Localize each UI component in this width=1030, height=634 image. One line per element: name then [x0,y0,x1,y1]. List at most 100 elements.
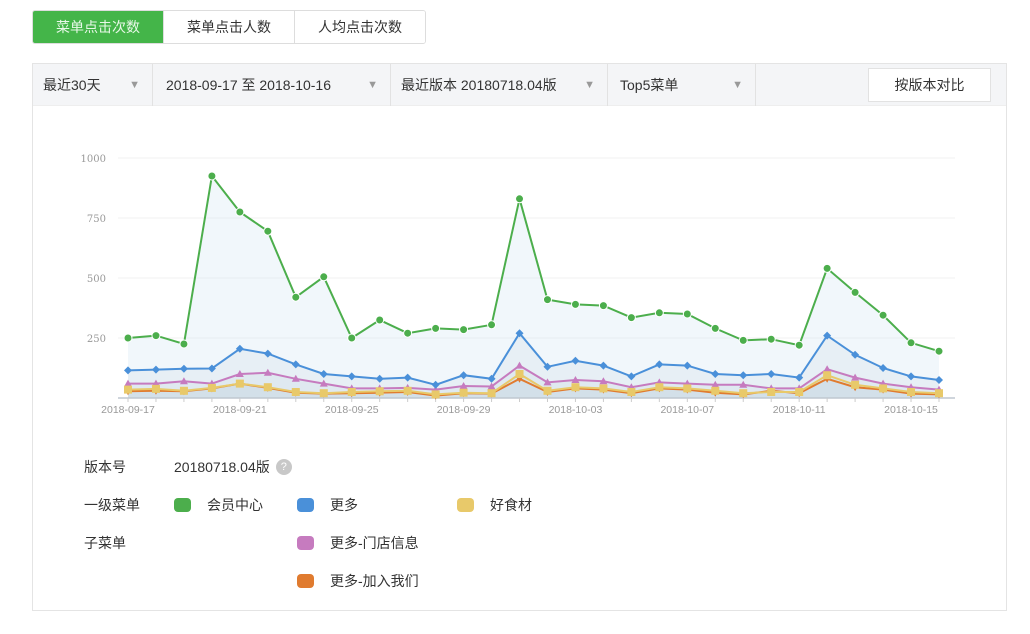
legend-label-good-ingredients[interactable]: 好食材 [490,497,532,513]
data-point-0 [515,194,525,204]
data-point-2 [543,386,552,395]
legend-label-more[interactable]: 更多 [330,497,358,513]
data-point-0 [766,334,776,344]
data-point-0 [347,333,357,343]
data-point-0 [459,325,469,335]
data-point-2 [319,389,328,398]
tab-click-users[interactable]: 菜单点击人数 [163,11,294,43]
legend-label-store-info[interactable]: 更多-门店信息 [330,535,419,551]
y-tick-label: 1000 [81,154,106,165]
data-point-2 [263,383,272,392]
chevron-down-icon: ▼ [584,78,595,91]
data-point-1 [907,372,916,381]
version-value: 20180718.04版 [174,459,270,475]
data-point-3 [711,380,720,388]
data-point-0 [682,309,692,319]
x-tick-label: 2018-09-17 [101,404,155,416]
x-tick-label: 2018-10-15 [884,404,938,416]
chevron-down-icon: ▼ [367,78,378,91]
data-point-0 [487,320,497,330]
data-point-2 [711,386,720,395]
data-point-1 [487,374,496,383]
legend-swatch-join-us[interactable] [297,574,314,588]
tab-avg-clicks[interactable]: 人均点击次数 [294,11,425,43]
data-point-3 [151,379,160,387]
data-point-1 [823,331,832,340]
range-select[interactable]: 最近30天 ▼ [33,63,153,106]
data-point-1 [375,374,384,383]
data-point-2 [375,387,384,396]
data-point-0 [542,295,552,305]
legend-swatch-more[interactable] [297,498,314,512]
data-point-1 [263,349,272,358]
data-point-2 [823,371,832,380]
help-icon[interactable]: ? [275,459,292,475]
compare-by-version-button[interactable]: 按版本对比 [868,67,991,102]
data-point-2 [879,384,888,393]
data-point-3 [599,377,608,385]
data-point-2 [459,388,468,397]
data-point-0 [235,207,245,217]
legend-swatch-store-info[interactable] [297,536,314,550]
data-point-2 [627,388,636,396]
data-point-2 [124,385,132,394]
data-point-1 [543,362,552,371]
data-point-1 [151,365,160,374]
legend-submenu-row-2: 更多-加入我们 [84,569,984,593]
area-fill-0 [128,176,939,398]
date-range-select[interactable]: 2018-09-17 至 2018-10-16 ▼ [153,63,391,106]
menu-select[interactable]: Top5菜单 ▼ [608,63,756,106]
legend-level1-row: 一级菜单 会员中心 更多 好食材 [84,493,984,517]
data-point-1 [403,373,412,382]
chevron-down-icon: ▼ [732,78,743,91]
area-fill-1 [128,333,939,398]
data-point-1 [431,380,440,389]
data-point-2 [151,384,160,393]
legend-label-member-center[interactable]: 会员中心 [207,497,263,513]
data-point-0 [319,272,329,282]
data-point-2 [767,388,776,396]
data-point-1 [627,372,636,381]
data-point-2 [291,388,300,396]
line-chart: 250 500 750 1000 2018-09-17 2018-09-21 2018-09… [81,154,955,416]
data-point-0 [151,331,161,341]
series-line-3 [128,364,940,391]
legend-label-join-us[interactable]: 更多-加入我们 [330,573,419,589]
data-point-0 [263,226,273,236]
legend-item-store-info[interactable]: 更多-门店信息 [297,533,419,553]
data-point-1 [179,364,188,373]
x-tick-label: 2018-10-07 [660,404,714,416]
data-point-0 [906,338,916,348]
legend-item-more[interactable]: 更多 [297,495,457,515]
legend-item-member-center[interactable]: 会员中心 [174,495,297,515]
data-point-1 [739,371,748,380]
data-point-0 [207,171,217,181]
legend-swatch-member-center[interactable] [174,498,191,512]
data-point-0 [710,323,720,333]
legend-item-join-us[interactable]: 更多-加入我们 [297,571,419,591]
data-point-0 [822,263,832,273]
data-point-0 [738,335,748,345]
tab-click-count[interactable]: 菜单点击次数 [33,11,163,43]
legend-item-good-ingredients[interactable]: 好食材 [457,495,532,515]
version-select[interactable]: 最近版本 20180718.04版 ▼ [391,63,608,106]
y-tick-label: 250 [87,334,106,345]
data-point-1 [935,376,943,384]
data-point-2 [739,389,748,398]
filter-bar: 最近30天 ▼ 2018-09-17 至 2018-10-16 ▼ 最近版本 2… [33,63,1006,106]
data-point-1 [291,360,300,369]
legend-swatch-good-ingredients[interactable] [457,498,474,512]
version-select-value: 最近版本 20180718.04版 [401,76,557,93]
legend-submenu-row: 子菜单 更多-门店信息 [84,531,984,555]
data-point-3 [291,374,300,382]
data-point-0 [626,313,636,323]
data-point-0 [179,339,189,349]
data-point-3 [319,379,328,387]
data-point-0 [794,340,804,350]
data-point-0 [934,346,944,356]
legend-version-row: 版本号 20180718.04版 ? [84,455,984,479]
data-point-1 [319,370,328,378]
data-point-1 [879,364,888,372]
data-point-0 [431,323,441,333]
data-point-1 [711,370,720,378]
